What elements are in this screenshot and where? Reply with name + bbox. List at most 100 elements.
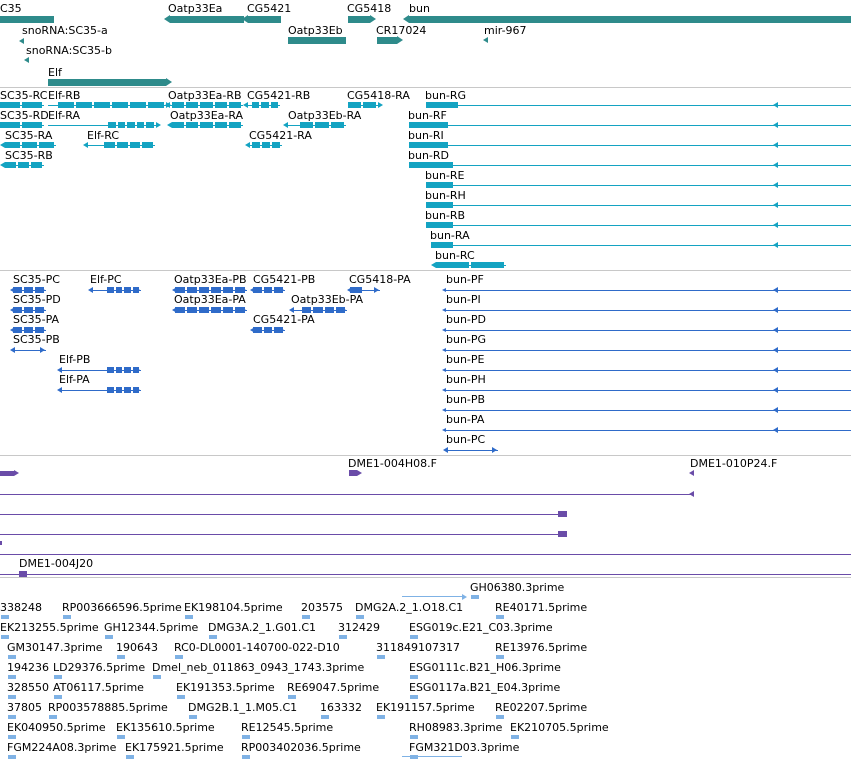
gene-label[interactable]: C35 <box>0 2 22 15</box>
est-read[interactable] <box>177 695 185 699</box>
exon-block[interactable] <box>5 142 20 148</box>
protein-label[interactable]: Oatp33Ea-PA <box>174 293 246 306</box>
est-read[interactable] <box>8 715 16 719</box>
exon-block[interactable] <box>0 102 20 108</box>
exon-block[interactable] <box>262 142 270 148</box>
est-label[interactable]: EK198104.5prime <box>184 601 283 614</box>
exon-block[interactable] <box>107 367 114 373</box>
gene-label[interactable]: CG5418 <box>347 2 392 15</box>
clone-label[interactable]: DME1-004J20 <box>19 557 94 570</box>
est-read[interactable] <box>410 675 418 679</box>
est-label[interactable]: DMG3A.2_1.G01.C1 <box>208 621 317 634</box>
est-label[interactable]: LD29376.5prime <box>53 661 146 674</box>
exon-block[interactable] <box>107 387 114 393</box>
exon-block[interactable] <box>302 307 312 313</box>
transcript-label[interactable]: Oatp33Ea-RA <box>170 109 244 122</box>
est-label[interactable]: FGM224A08.3prime <box>7 741 117 754</box>
transcript-label[interactable]: bun-RI <box>408 129 444 142</box>
transcript-label[interactable]: CG5418-RA <box>347 89 410 102</box>
protein-label[interactable]: bun-PI <box>446 293 481 306</box>
est-label[interactable]: 163332 <box>320 701 362 714</box>
est-label[interactable]: GM30147.3prime <box>7 641 103 654</box>
exon-block[interactable] <box>426 222 453 228</box>
exon-block[interactable] <box>228 122 241 128</box>
exon-block[interactable] <box>263 327 273 333</box>
clone-label[interactable]: DME1-010P24.F <box>690 457 778 470</box>
exon-block[interactable] <box>252 102 260 108</box>
est-read[interactable] <box>105 635 113 639</box>
est-label[interactable]: 312429 <box>338 621 380 634</box>
est-read[interactable] <box>496 715 504 719</box>
est-read[interactable] <box>288 695 296 699</box>
exon-block[interactable] <box>228 102 241 108</box>
est-read[interactable] <box>153 675 161 679</box>
est-read[interactable] <box>8 655 16 659</box>
exon-block[interactable] <box>211 287 221 293</box>
clone-end[interactable] <box>19 571 27 577</box>
transcript-label[interactable]: Elf-RA <box>48 109 80 122</box>
est-label[interactable]: 338248 <box>0 601 42 614</box>
protein-label[interactable]: SC35-PC <box>13 273 60 286</box>
exon-block[interactable] <box>94 102 110 108</box>
exon-block[interactable] <box>315 122 329 128</box>
exon-block[interactable] <box>272 142 280 148</box>
est-label[interactable]: EK135610.5prime <box>116 721 215 734</box>
exon-block[interactable] <box>39 142 54 148</box>
exon-block[interactable] <box>35 287 44 293</box>
exon-block[interactable] <box>187 287 197 293</box>
est-read[interactable] <box>496 655 504 659</box>
est-read[interactable] <box>321 715 329 719</box>
est-read[interactable] <box>63 615 71 619</box>
est-read[interactable] <box>339 635 347 639</box>
transcript-label[interactable]: Elf-RB <box>48 89 81 102</box>
exon-block[interactable] <box>324 307 334 313</box>
exon-block[interactable] <box>76 102 92 108</box>
exon-block[interactable] <box>313 307 323 313</box>
exon-block[interactable] <box>186 122 199 128</box>
transcript-label[interactable]: bun-RE <box>425 169 465 182</box>
protein-label[interactable]: bun-PD <box>446 313 486 326</box>
est-read[interactable] <box>209 635 217 639</box>
gene-label[interactable]: Elf <box>48 66 62 79</box>
est-read[interactable] <box>8 755 16 759</box>
gene-label[interactable]: bun <box>409 2 430 15</box>
protein-label[interactable]: SC35-PA <box>13 313 60 326</box>
exon-block[interactable] <box>223 287 233 293</box>
exon-block[interactable] <box>107 287 114 293</box>
protein-label[interactable]: SC35-PB <box>13 333 60 346</box>
exon-block[interactable] <box>127 122 135 128</box>
est-label[interactable]: GH12344.5prime <box>104 621 199 634</box>
exon-block[interactable] <box>13 287 22 293</box>
transcript-label[interactable]: bun-RD <box>408 149 450 162</box>
protein-label[interactable]: bun-PA <box>446 413 485 426</box>
est-label[interactable]: GH06380.3prime <box>470 581 565 594</box>
protein-label[interactable]: bun-PE <box>446 353 485 366</box>
exon-block[interactable] <box>471 262 504 268</box>
est-label[interactable]: RP003402036.5prime <box>241 741 361 754</box>
exon-block[interactable] <box>214 102 227 108</box>
exon-block[interactable] <box>426 182 453 188</box>
protein-label[interactable]: bun-PB <box>446 393 486 406</box>
exon-block[interactable] <box>24 307 33 313</box>
transcript-label[interactable]: CG5421-RB <box>247 89 311 102</box>
est-read[interactable] <box>302 615 310 619</box>
exon-block[interactable] <box>148 102 164 108</box>
exon-block[interactable] <box>270 102 278 108</box>
est-label[interactable]: EK191157.5prime <box>376 701 475 714</box>
gene-span[interactable] <box>248 16 281 23</box>
transcript-label[interactable]: bun-RC <box>435 249 475 262</box>
est-label[interactable]: FGM321D03.3prime <box>409 741 520 754</box>
transcript-label[interactable]: Elf-RC <box>87 129 120 142</box>
est-label[interactable]: EK175921.5prime <box>125 741 224 754</box>
est-read[interactable] <box>1 615 9 619</box>
exon-block[interactable] <box>35 327 44 333</box>
transcript-label[interactable]: SC35-RB <box>5 149 53 162</box>
exon-block[interactable] <box>13 307 22 313</box>
exon-block[interactable] <box>115 367 122 373</box>
exon-block[interactable] <box>108 122 116 128</box>
exon-block[interactable] <box>0 122 20 128</box>
gene-label[interactable]: mir-967 <box>484 24 527 37</box>
exon-block[interactable] <box>124 367 131 373</box>
gene-label[interactable]: snoRNA:SC35-b <box>26 44 112 57</box>
exon-block[interactable] <box>199 287 209 293</box>
